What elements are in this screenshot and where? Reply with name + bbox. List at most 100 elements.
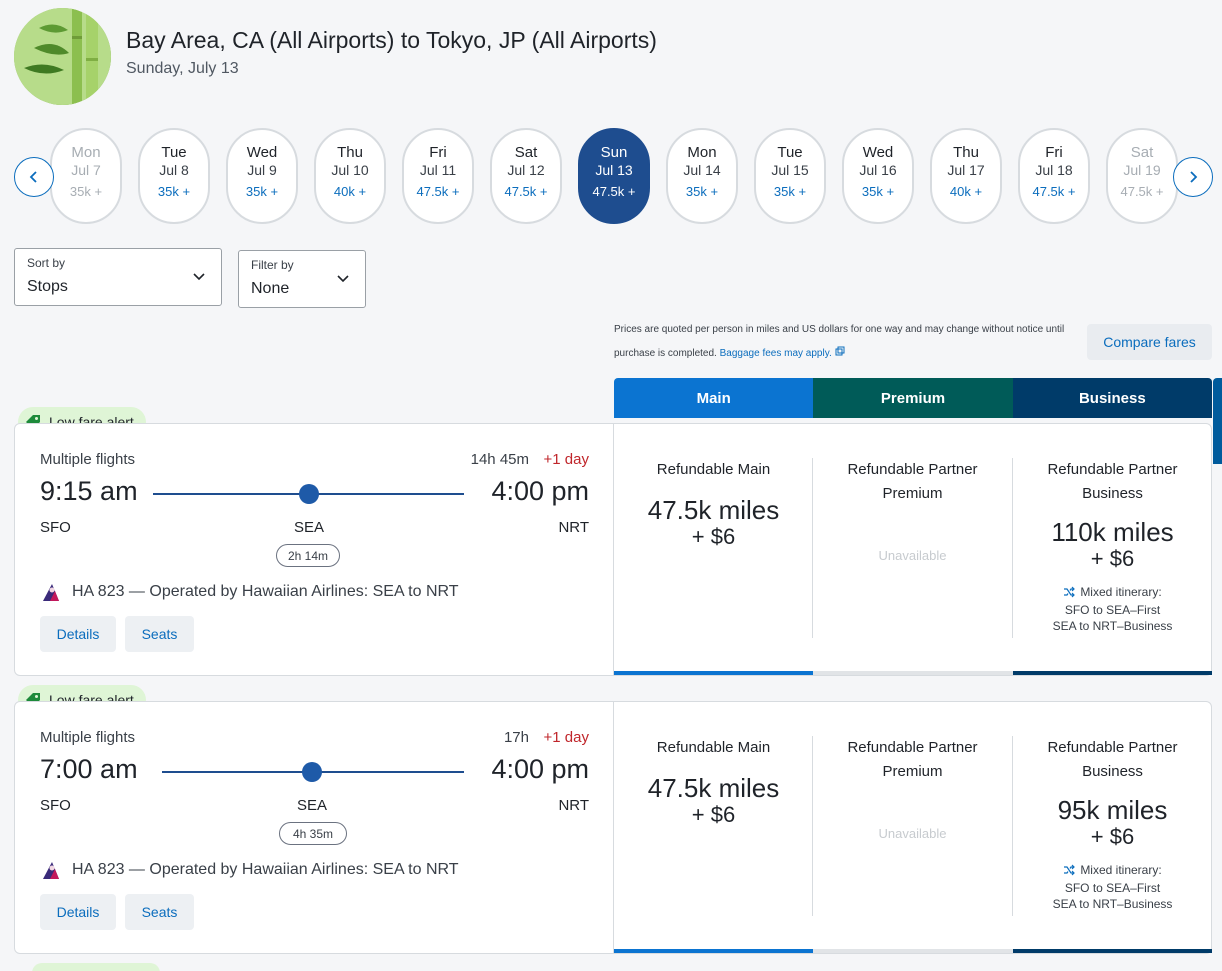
date-day: Jul 12	[507, 162, 545, 178]
mixed-itinerary-segment: SEA to NRT–Business	[1052, 619, 1173, 633]
seats-button[interactable]: Seats	[125, 616, 194, 652]
fare-cabin-name: Refundable Partner Business	[1047, 739, 1178, 780]
date-weekday: Wed	[862, 144, 894, 161]
date-day: Jul 8	[159, 162, 189, 178]
date-day: Jul 11	[419, 162, 457, 178]
date-weekday: Wed	[246, 144, 278, 161]
business-fare-bar	[1013, 949, 1212, 953]
next-dates-button[interactable]	[1173, 157, 1213, 197]
flight-result-card: Multiple flights 14h 45m +1 day 9:15 am 4:00…	[14, 423, 1212, 676]
date-option[interactable]: Mon Jul 7 35k +	[50, 128, 122, 224]
operated-text: HA 823 — Operated by Hawaiian Airlines: …	[72, 861, 459, 878]
connection-airport: SEA	[297, 797, 328, 814]
date-carousel: Mon Jul 7 35k + Tue Jul 8 35k + Wed Jul 9 35k + T…	[14, 128, 1213, 224]
fare-miles: 47.5k miles	[647, 773, 780, 803]
fare-main[interactable]: Refundable Main 47.5k miles + $6	[614, 424, 813, 675]
date-weekday: Fri	[429, 144, 447, 161]
cabin-business-header[interactable]: Business	[1012, 378, 1212, 418]
fare-business[interactable]: Refundable Partner Business 110k miles + $…	[1013, 424, 1212, 675]
date-option[interactable]: Sat Jul 12 47.5k +	[490, 128, 562, 224]
mixed-itinerary-segment: SFO to SEA–First	[1064, 603, 1161, 617]
seats-button[interactable]: Seats	[125, 894, 194, 930]
destination-avatar	[14, 8, 111, 105]
date-option[interactable]: Thu Jul 10 40k +	[314, 128, 386, 224]
chevron-down-icon	[193, 273, 205, 281]
fare-unavailable: Unavailable	[878, 826, 947, 841]
date-day: Jul 9	[247, 162, 277, 178]
mixed-itinerary-note: Mixed itinerary: SFO to SEA–First SEA to N…	[1013, 584, 1212, 634]
cabin-main-header[interactable]: Main	[614, 378, 814, 418]
operated-text: HA 823 — Operated by Hawaiian Airlines: …	[72, 583, 459, 600]
plus-day-indicator: +1 day	[543, 729, 589, 746]
fare-miles: 47.5k miles	[647, 495, 780, 525]
mixed-itinerary-title: Mixed itinerary:	[1080, 585, 1162, 599]
date-option[interactable]: Thu Jul 17 40k +	[930, 128, 1002, 224]
date-weekday: Mon	[687, 144, 717, 161]
disclaimer-text: Prices are quoted per person in miles an…	[614, 324, 1065, 359]
stop-dot	[302, 762, 322, 782]
date-option[interactable]: Wed Jul 16 35k +	[842, 128, 914, 224]
baggage-fees-link[interactable]: Baggage fees may apply.	[719, 348, 832, 359]
details-button[interactable]: Details	[40, 616, 116, 652]
date-option[interactable]: Tue Jul 15 35k +	[754, 128, 826, 224]
shuffle-icon	[1064, 586, 1076, 598]
departure-time: 9:15 am	[40, 476, 138, 506]
date-weekday: Thu	[953, 144, 979, 161]
date-day: Jul 13	[595, 162, 633, 178]
fare-business[interactable]: Refundable Partner Business 95k miles + $6…	[1013, 702, 1212, 953]
business-fare-bar	[1013, 671, 1212, 675]
date-weekday: Tue	[777, 144, 803, 161]
main-fare-bar	[614, 671, 813, 675]
date-option[interactable]: Sun Jul 13 47.5k +	[578, 128, 650, 224]
chevron-right-icon	[1190, 171, 1198, 183]
price-disclaimer: Prices are quoted per person in miles an…	[614, 318, 1084, 366]
date-weekday: Sat	[514, 144, 538, 161]
date-option[interactable]: Mon Jul 14 35k +	[666, 128, 738, 224]
date-price: 35k +	[245, 184, 279, 199]
date-option[interactable]: Fri Jul 11 47.5k +	[402, 128, 474, 224]
itinerary-type: Multiple flights	[40, 729, 136, 746]
destination-airport: NRT	[558, 519, 589, 536]
main-fare-bar	[614, 949, 813, 953]
shuffle-icon	[1064, 864, 1076, 876]
date-price: 47.5k +	[416, 184, 460, 199]
scroll-handle[interactable]	[1213, 378, 1222, 464]
date-price: 47.5k +	[1032, 184, 1076, 199]
date-option[interactable]: Sat Jul 19 47.5k +	[1106, 128, 1178, 224]
mixed-itinerary-title: Mixed itinerary:	[1080, 863, 1162, 877]
fare-miles: 95k miles	[1057, 795, 1168, 825]
date-option[interactable]: Fri Jul 18 47.5k +	[1018, 128, 1090, 224]
compare-fares-button[interactable]: Compare fares	[1087, 324, 1212, 360]
date-price: 35k +	[773, 184, 807, 199]
layover-duration: 4h 35m	[279, 822, 347, 845]
next-result-badge-peek	[32, 963, 160, 971]
fare-main[interactable]: Refundable Main 47.5k miles + $6	[614, 702, 813, 953]
details-button[interactable]: Details	[40, 894, 116, 930]
date-option[interactable]: Wed Jul 9 35k +	[226, 128, 298, 224]
cabin-premium-header[interactable]: Premium	[813, 378, 1013, 418]
fare-tax: + $6	[691, 802, 736, 827]
chevron-down-icon	[337, 275, 349, 283]
page-title: Bay Area, CA (All Airports) to Tokyo, JP…	[126, 27, 657, 53]
destination-airport: NRT	[558, 797, 589, 814]
date-weekday: Sat	[1130, 144, 1154, 161]
layover-duration: 2h 14m	[276, 544, 340, 567]
plus-day-indicator: +1 day	[543, 451, 589, 468]
total-duration: 17h	[503, 729, 529, 746]
date-price: 35k +	[861, 184, 895, 199]
external-link-icon	[835, 346, 845, 356]
fare-tax: + $6	[691, 524, 736, 549]
sort-value: Stops	[27, 278, 68, 295]
bamboo-image	[14, 8, 111, 105]
connection-airport: SEA	[294, 519, 325, 536]
sort-select[interactable]: Sort by Stops	[14, 248, 222, 306]
date-option[interactable]: Tue Jul 8 35k +	[138, 128, 210, 224]
flight-summary: Multiple flights 14h 45m +1 day 9:15 am 4:00…	[15, 424, 614, 675]
date-price: 47.5k +	[504, 184, 548, 199]
previous-dates-button[interactable]	[14, 157, 54, 197]
fare-cabin-name: Refundable Main	[656, 739, 771, 756]
date-weekday: Sun	[600, 144, 628, 161]
date-day: Jul 17	[947, 162, 985, 178]
date-weekday: Tue	[161, 144, 187, 161]
filter-select[interactable]: Filter by None	[238, 250, 366, 308]
